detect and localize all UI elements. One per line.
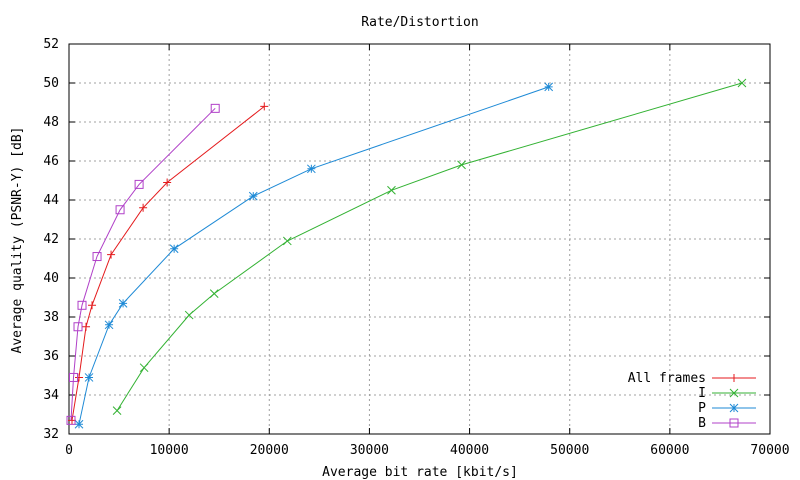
series-b <box>66 103 220 425</box>
data-point-i <box>112 406 122 415</box>
legend-marker-p <box>729 403 739 413</box>
data-point-i <box>737 78 747 88</box>
series-line-all-frames <box>71 106 265 421</box>
x-tick-label: 70000 <box>750 443 789 458</box>
y-axis-label: Average quality (PSNR-Y) [dB] <box>10 127 25 354</box>
x-tick-label: 0 <box>65 443 73 458</box>
legend-marker-i <box>729 388 739 398</box>
x-axis-label: Average bit rate [kbit/s] <box>322 465 518 480</box>
data-point-all-frames <box>139 203 148 212</box>
y-tick-label: 44 <box>43 193 59 208</box>
data-point-all-frames <box>260 102 269 111</box>
data-point-i <box>209 289 219 298</box>
data-point-b <box>92 252 102 262</box>
data-point-b <box>115 205 125 215</box>
y-tick-label: 46 <box>43 154 59 169</box>
y-tick-label: 32 <box>43 427 59 442</box>
x-tick-label: 20000 <box>250 443 289 458</box>
data-point-b <box>77 300 87 310</box>
x-tick-label: 60000 <box>650 443 689 458</box>
y-tick-label: 42 <box>43 232 59 247</box>
data-point-i <box>139 363 149 373</box>
data-point-i <box>282 236 292 246</box>
legend-label-i: I <box>698 386 706 401</box>
series-p <box>74 82 554 429</box>
data-point-i <box>387 185 396 195</box>
y-tick-label: 52 <box>43 37 59 52</box>
data-point-p <box>118 298 128 308</box>
data-point-all-frames <box>107 250 116 259</box>
series <box>66 78 747 429</box>
data-point-p <box>306 164 316 174</box>
data-point-b <box>210 103 220 113</box>
x-tick-label: 10000 <box>150 443 189 458</box>
data-point-all-frames <box>82 322 91 331</box>
data-point-all-frames <box>163 178 172 187</box>
data-point-i <box>184 310 194 320</box>
data-point-all-frames <box>88 301 97 310</box>
series-line-p <box>78 86 549 425</box>
data-point-p <box>544 82 554 92</box>
y-tick-label: 40 <box>43 271 59 286</box>
series-i <box>112 78 747 415</box>
series-all-frames <box>68 102 269 425</box>
legend-label-all-frames: All frames <box>628 371 706 386</box>
x-tick-label: 40000 <box>450 443 489 458</box>
data-point-b <box>73 322 83 332</box>
data-point-p <box>74 419 84 429</box>
data-point-b <box>66 415 76 425</box>
data-point-b <box>69 372 79 382</box>
data-point-all-frames <box>75 373 84 382</box>
legend-marker-b <box>729 418 739 428</box>
y-tick-label: 36 <box>43 349 59 364</box>
grid <box>69 44 770 434</box>
data-point-b <box>134 179 144 189</box>
legend-label-p: P <box>698 401 706 416</box>
y-tick-label: 48 <box>43 115 59 130</box>
chart-title: Rate/Distortion <box>361 15 478 30</box>
x-tick-label: 50000 <box>550 443 589 458</box>
data-point-p <box>169 244 179 254</box>
legend-label-b: B <box>698 416 706 431</box>
data-point-i <box>457 160 466 170</box>
x-tick-label: 30000 <box>350 443 389 458</box>
y-tick-label: 50 <box>43 76 59 91</box>
y-tick-label: 38 <box>43 310 59 325</box>
axes: 0 10000 20000 30000 40000 50000 60000 70000 32 34… <box>43 37 789 458</box>
data-point-p <box>248 191 258 201</box>
y-tick-label: 34 <box>43 388 59 403</box>
data-point-p <box>104 320 114 330</box>
legend-marker-all-frames <box>730 374 738 382</box>
series-line-i <box>116 82 743 411</box>
data-point-p <box>84 373 94 382</box>
